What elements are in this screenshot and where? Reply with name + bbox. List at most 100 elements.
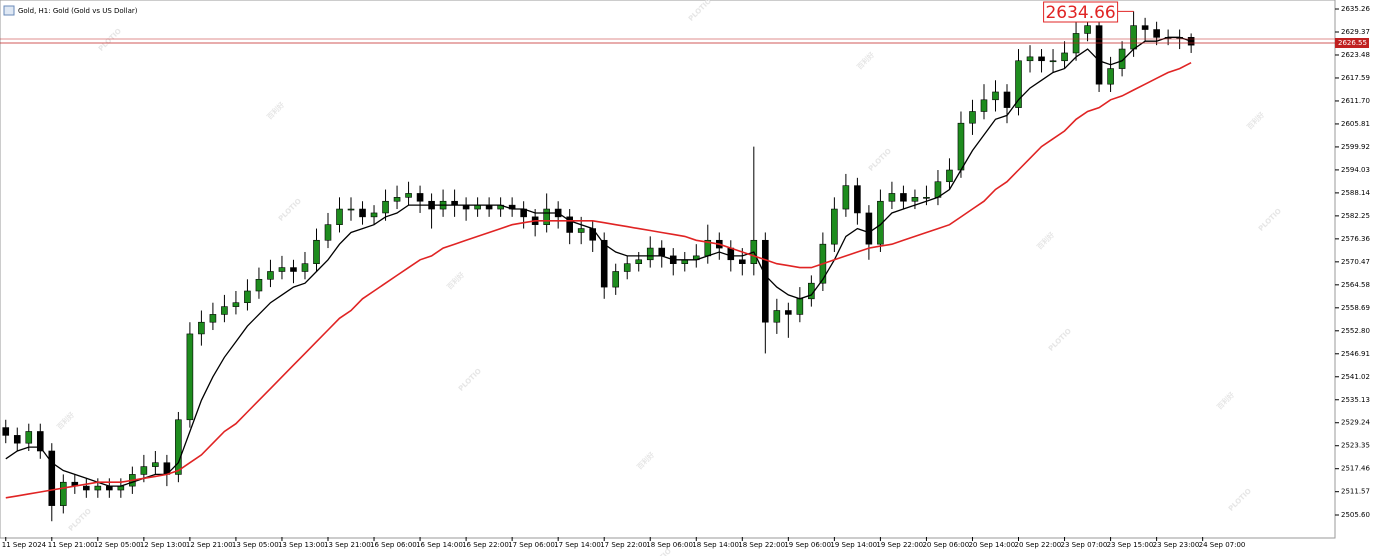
y-tick-label: 2517.46: [1341, 465, 1370, 473]
y-tick-label: 2546.91: [1341, 350, 1370, 358]
x-tick-label: 23 Sep 23:00: [1153, 541, 1200, 549]
candle-body: [278, 267, 286, 272]
y-tick-label: 2611.70: [1341, 97, 1370, 105]
candle-body: [543, 208, 550, 225]
x-tick-label: 20 Sep 06:00: [922, 541, 969, 549]
candle-body: [1026, 56, 1034, 62]
y-tick-label: 2505.60: [1341, 511, 1370, 519]
candle-body: [923, 197, 930, 199]
x-tick-label: 16 Sep 06:00: [370, 541, 417, 549]
moving-average: [5, 36, 1192, 487]
candle-body: [1003, 91, 1011, 108]
candle-body: [370, 212, 378, 218]
candle-body: [865, 212, 873, 245]
moving-average: [5, 61, 1192, 499]
x-tick-label: 19 Sep 22:00: [876, 541, 923, 549]
x-tick-label: 12 Sep 05:00: [94, 541, 141, 549]
candle-body: [796, 298, 804, 315]
candle-body: [336, 208, 343, 225]
x-tick-label: 17 Sep 14:00: [554, 541, 601, 549]
candle-body: [359, 208, 366, 218]
high-label: 2634.66: [1045, 3, 1115, 23]
candle-body: [911, 197, 919, 202]
candle-body: [1141, 25, 1149, 30]
y-tick-label: 2599.92: [1341, 143, 1370, 151]
candle-body: [1107, 68, 1114, 85]
plot-frame: [0, 0, 1336, 539]
candle-body: [416, 193, 424, 202]
candle-body: [301, 263, 309, 272]
candle-body: [59, 481, 67, 506]
candle-body: [175, 419, 182, 475]
x-tick-label: 20 Sep 14:00: [968, 541, 1015, 549]
candle-body: [152, 462, 159, 467]
candle-body: [635, 259, 643, 264]
y-tick-label: 2570.47: [1341, 258, 1370, 266]
candle-body: [727, 247, 735, 261]
y-tick-label: 2629.37: [1341, 28, 1370, 36]
high-box: [1043, 1, 1119, 23]
candle-body: [1187, 37, 1195, 46]
x-tick-label: 19 Sep 14:00: [830, 541, 877, 549]
candle-body: [382, 200, 389, 214]
candle-body: [186, 333, 194, 421]
candle-body: [854, 185, 861, 214]
candle-body: [36, 431, 44, 452]
candle-body: [646, 247, 654, 261]
candle-body: [244, 290, 251, 304]
candle-body: [831, 208, 838, 245]
candle-body: [957, 122, 965, 171]
y-tick-label: 2576.36: [1341, 235, 1370, 243]
y-tick-label: 2623.48: [1341, 51, 1370, 59]
x-tick-label: 20 Sep 22:00: [1015, 541, 1062, 549]
candle-body: [290, 267, 297, 272]
candle-body: [405, 193, 412, 198]
candle-body: [1084, 25, 1091, 34]
candle-body: [969, 111, 976, 124]
candle-body: [232, 302, 240, 307]
candle-body: [1153, 29, 1160, 38]
candle-body: [658, 247, 666, 257]
x-tick-label: 16 Sep 22:00: [462, 541, 509, 549]
chart-title: Gold, H1: Gold (Gold vs US Dollar): [18, 7, 138, 15]
candle-body: [198, 321, 205, 335]
x-tick-label: 18 Sep 14:00: [692, 541, 739, 549]
y-tick-label: 2582.25: [1341, 212, 1370, 220]
candle-body: [762, 239, 769, 323]
candle-body: [992, 91, 999, 101]
candle-body: [623, 263, 631, 272]
y-tick-label: 2523.35: [1341, 442, 1370, 450]
candle-body: [900, 193, 907, 202]
y-tick-label: 2558.69: [1341, 304, 1370, 312]
x-tick-label: 13 Sep 21:00: [324, 541, 371, 549]
x-tick-label: 13 Sep 13:00: [278, 541, 325, 549]
candle-body: [739, 259, 746, 264]
candle-body: [25, 431, 33, 444]
candle-body: [94, 485, 102, 491]
candle-body: [209, 314, 217, 323]
candle-body: [773, 310, 781, 323]
plot: [2, 11, 1195, 522]
candle-body: [221, 306, 228, 315]
candle-body: [980, 99, 988, 112]
y-tick-label: 2635.26: [1341, 5, 1370, 13]
x-tick-label: 19 Sep 06:00: [784, 541, 831, 549]
candle-body: [255, 278, 263, 292]
y-tick-label: 2564.58: [1341, 281, 1370, 289]
candle-body: [946, 169, 953, 183]
candle-body: [888, 193, 896, 202]
x-tick-label: 12 Sep 21:00: [186, 541, 233, 549]
candle-body: [1015, 60, 1022, 108]
x-tick-label: 24 Sep 07:00: [1199, 541, 1246, 549]
x-tick-label: 18 Sep 06:00: [646, 541, 693, 549]
candle-body: [83, 485, 90, 491]
candle-body: [600, 239, 608, 288]
candle-body: [1095, 25, 1103, 85]
candle-body: [877, 200, 884, 245]
candle-body: [1118, 48, 1126, 69]
y-tick-label: 2617.59: [1341, 74, 1370, 82]
candle-body: [2, 427, 10, 436]
candle-body: [347, 208, 355, 211]
symbol-icon: [3, 5, 15, 16]
